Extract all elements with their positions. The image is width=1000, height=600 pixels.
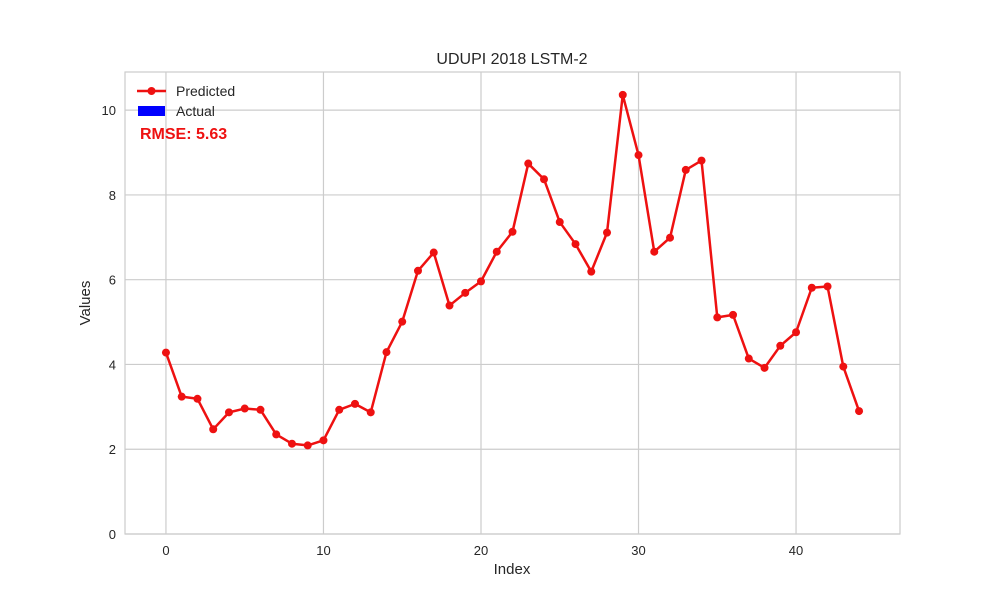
data-point [555,218,564,227]
data-point [571,240,580,249]
data-point [729,310,738,319]
y-tick-label: 2 [109,442,116,457]
data-point [524,159,533,168]
data-point [240,404,249,413]
data-point [382,348,391,357]
data-point [760,363,769,372]
data-point [398,317,407,326]
data-point [618,90,627,99]
data-point [193,394,202,403]
data-point [287,439,296,448]
legend-predicted-label: Predicted [176,83,235,99]
data-point [792,328,801,337]
data-point [681,165,690,174]
data-point [413,266,422,275]
data-point [256,405,265,414]
data-point [855,407,864,416]
data-point [807,283,816,292]
rmse-annotation: RMSE: 5.63 [140,126,227,143]
data-point [492,247,501,256]
x-tick-label: 40 [789,543,803,558]
x-tick-label: 20 [474,543,488,558]
data-point [823,282,832,291]
data-point [634,151,643,160]
data-point [429,248,438,257]
grid-lines [125,72,900,535]
series-predicted [161,90,864,450]
x-tick-label: 30 [631,543,645,558]
legend-actual-label: Actual [176,103,215,119]
x-tick-label: 10 [316,543,330,558]
data-point [476,277,485,286]
y-tick-label: 0 [109,527,116,542]
data-point [776,341,785,350]
data-point [666,233,675,242]
data-point [445,301,454,310]
y-tick-label: 8 [109,188,116,203]
data-point [697,156,706,165]
legend: Predicted Actual [137,83,235,119]
legend-predicted-marker [147,87,156,95]
data-point [461,288,470,297]
data-point [319,436,328,445]
y-tick-label: 6 [109,273,116,288]
data-point [839,362,848,371]
data-point [650,247,659,256]
data-point [303,441,312,450]
data-point [209,425,218,434]
data-point [603,228,612,237]
data-point [508,227,517,236]
data-point [350,399,359,408]
data-point [540,175,549,184]
data-point [161,348,170,357]
x-tick-label: 0 [162,543,169,558]
y-tick-label: 10 [102,103,116,118]
legend-actual-swatch [138,106,165,116]
data-point [335,405,344,414]
x-axis-label: Index [494,561,531,578]
data-point [224,408,233,417]
chart-title: UDUPI 2018 LSTM-2 [436,51,587,68]
data-point [713,313,722,322]
y-tick-label: 4 [109,357,116,372]
data-point [366,408,375,417]
data-point [744,354,753,363]
data-point [587,267,596,276]
tick-labels: 0 10 20 30 40 0 2 4 6 8 10 [102,103,804,558]
plot-frame [124,71,901,535]
data-point [272,430,281,439]
data-point [177,392,186,401]
y-axis-label: Values [77,281,94,326]
